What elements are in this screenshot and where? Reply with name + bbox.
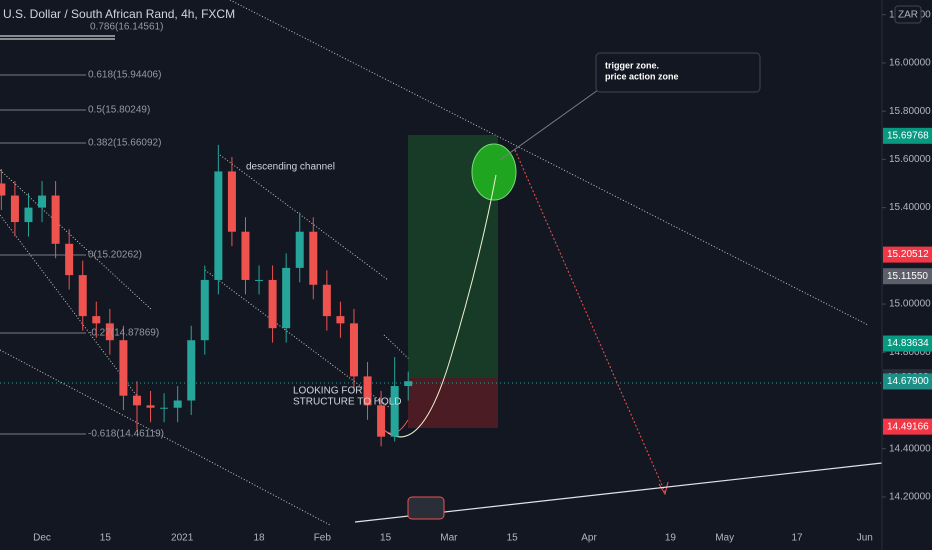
x-tick-label: Jun	[857, 533, 873, 544]
channel-line	[0, 349, 331, 526]
candle-body	[65, 243, 74, 276]
candles	[0, 144, 413, 447]
callout-text: price action zone	[605, 71, 679, 81]
candle-body	[255, 279, 264, 281]
target-ellipse	[471, 143, 517, 201]
annotation: LOOKING FOR	[293, 386, 362, 397]
candle-body	[377, 405, 386, 437]
fib-label: -0.618(14.46119)	[88, 429, 164, 440]
candle-body	[38, 195, 47, 208]
candle-body	[119, 340, 128, 396]
y-tick-label: 16.00000	[889, 58, 931, 69]
candle-body	[200, 279, 209, 341]
candle-body	[390, 386, 399, 437]
x-tick-label: Apr	[581, 533, 597, 544]
fib-label: 0.618(15.94406)	[88, 70, 161, 81]
candle-body	[282, 267, 291, 329]
fib-label: 0.382(15.66092)	[88, 138, 161, 149]
chart-title: U.S. Dollar / South African Rand, 4h, FX…	[3, 7, 235, 21]
projection-curve	[383, 174, 497, 438]
overlay: U.S. Dollar / South African Rand, 4h, FX…	[3, 7, 679, 439]
arrow-line	[514, 149, 666, 493]
candle-body	[78, 275, 87, 317]
annotation: descending channel	[246, 162, 335, 173]
x-tick-label: 19	[665, 533, 677, 544]
fib-label: 0(15.20262)	[88, 250, 142, 261]
candle-body	[187, 340, 196, 401]
candle-body	[132, 395, 141, 406]
x-tick-label: Feb	[314, 533, 332, 544]
candle-body	[10, 195, 19, 223]
currency-badge: ZAR	[894, 5, 922, 24]
price-tag	[883, 268, 932, 285]
x-tick-label: 18	[253, 533, 265, 544]
candle-body	[24, 207, 33, 223]
price-tag	[883, 373, 932, 390]
candle-body	[241, 231, 250, 280]
price-tag-label: 15.11550	[887, 271, 928, 282]
x-tick-label: 15	[507, 533, 519, 544]
y-tick-label: 14.40000	[889, 443, 931, 454]
y-tick-label: 14.20000	[889, 492, 931, 503]
price-tags: 15.6976815.2051215.1155014.8363414.69698…	[883, 127, 932, 435]
candle-body	[336, 316, 345, 324]
event-icon	[407, 496, 445, 520]
channel-line	[0, 214, 141, 401]
y-tick-label: 14.80000	[889, 347, 931, 358]
y-tick-label: 15.40000	[889, 202, 931, 213]
candle-body	[0, 183, 6, 196]
callout-box	[595, 52, 761, 93]
candle-body	[404, 381, 413, 387]
price-tag-label: 14.67900	[887, 376, 929, 387]
price-tag	[883, 418, 932, 435]
drawings	[0, 0, 883, 526]
y-tick-label: 15.60000	[889, 154, 931, 165]
x-tick-label: 17	[791, 533, 803, 544]
x-tick-label: May	[715, 533, 734, 544]
callout-pointer	[499, 89, 599, 161]
x-tick-label: 2021	[171, 533, 194, 544]
channel-line	[204, 269, 391, 409]
price-tag-label: 15.20512	[887, 249, 929, 260]
x-tick-label: 15	[380, 533, 392, 544]
x-tick-label: Dec	[33, 533, 51, 544]
y-tick-label: 15.00000	[889, 299, 931, 310]
candle-body	[105, 323, 114, 341]
channel-line	[219, 154, 389, 281]
candle-body	[51, 195, 60, 244]
candle-body	[173, 400, 182, 408]
currency: ZAR	[898, 10, 918, 21]
price-tag-label: 14.49166	[887, 421, 929, 432]
fib-label: -0.27(14.87869)	[88, 328, 159, 339]
candle-body	[160, 407, 169, 409]
price-tag-label: 14.83634	[887, 338, 929, 349]
price-tag-label: 15.69768	[887, 130, 929, 141]
channel-line	[383, 334, 411, 361]
fib-label: 0.5(15.80249)	[88, 105, 150, 116]
x-tick-label: 15	[100, 533, 112, 544]
x-tick-label: Mar	[440, 533, 458, 544]
candle-body	[295, 231, 304, 268]
annotation: STRUCTURE TO HOLD	[293, 397, 402, 408]
candle-body	[227, 171, 236, 232]
callout-text: trigger zone.	[605, 60, 659, 70]
candle-body	[146, 405, 155, 408]
price-tag	[883, 127, 932, 144]
candle-body	[268, 279, 277, 329]
candle-body	[309, 231, 318, 285]
loss-zone	[408, 378, 498, 428]
candle-body	[92, 316, 101, 324]
price-tag	[883, 246, 932, 263]
fib-label: 0.786(16.14561)	[90, 22, 163, 33]
candle-body	[214, 171, 223, 280]
price-tag	[883, 335, 932, 352]
candle-body	[363, 376, 372, 406]
currency-box	[894, 5, 922, 24]
candle-body	[349, 323, 358, 377]
y-tick-label: 15.80000	[889, 106, 931, 117]
channel-line	[0, 169, 153, 311]
candle-body	[322, 284, 331, 317]
